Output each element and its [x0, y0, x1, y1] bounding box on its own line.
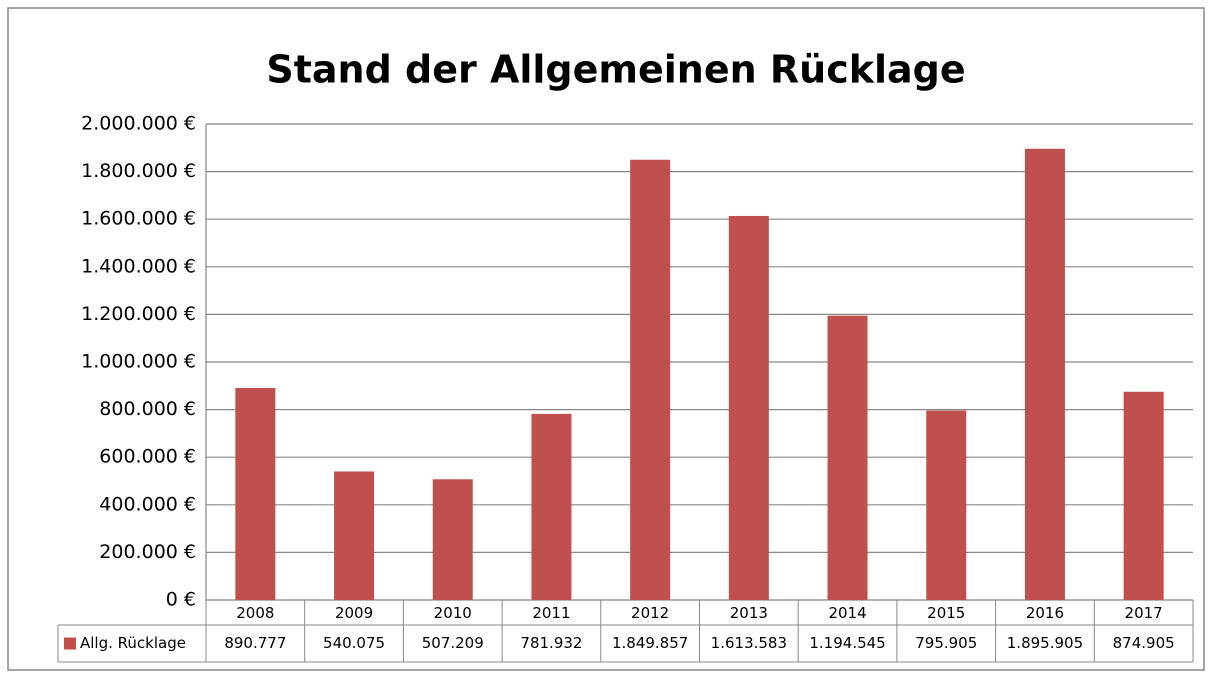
bar	[235, 387, 276, 600]
value-label: 795.905	[915, 634, 977, 652]
x-tick-label: 2013	[730, 604, 768, 622]
bar	[926, 410, 967, 600]
y-tick-label: 800.000 €	[99, 398, 196, 420]
legend-key	[64, 637, 76, 650]
y-tick-label: 1.600.000 €	[81, 208, 196, 230]
value-label: 1.849.857	[612, 634, 688, 652]
y-tick-label: 400.000 €	[99, 493, 196, 515]
value-label: 890.777	[224, 634, 286, 652]
value-label: 507.209	[422, 634, 484, 652]
y-tick-label: 1.200.000 €	[81, 303, 196, 325]
x-tick-label: 2014	[828, 604, 866, 622]
y-tick-label: 200.000 €	[99, 541, 196, 563]
bar	[1024, 148, 1065, 601]
value-label: 781.932	[520, 634, 582, 652]
bar	[1123, 391, 1164, 600]
y-tick-label: 1.400.000 €	[81, 255, 196, 277]
value-label: 540.075	[323, 634, 385, 652]
bar	[630, 159, 671, 600]
x-tick-label: 2008	[236, 604, 274, 622]
y-tick-label: 1.000.000 €	[81, 351, 196, 373]
y-tick-label: 0 €	[166, 589, 196, 611]
x-tick-label: 2010	[434, 604, 472, 622]
y-tick-label: 1.800.000 €	[81, 160, 196, 182]
value-label: 1.194.545	[809, 634, 885, 652]
x-tick-label: 2016	[1026, 604, 1064, 622]
bar	[432, 479, 473, 600]
bar	[827, 315, 868, 600]
x-tick-label: 2011	[532, 604, 570, 622]
chart-title: Stand der Allgemeinen Rücklage	[266, 48, 965, 92]
bar	[531, 413, 572, 600]
y-tick-label: 600.000 €	[99, 446, 196, 468]
x-tick-label: 2012	[631, 604, 669, 622]
legend-label: Allg. Rücklage	[80, 634, 186, 652]
chart-border	[7, 7, 1205, 671]
value-label: 874.905	[1113, 634, 1175, 652]
value-label: 1.895.905	[1007, 634, 1083, 652]
value-label: 1.613.583	[711, 634, 787, 652]
x-tick-label: 2009	[335, 604, 373, 622]
y-tick-label: 2.000.000 €	[81, 113, 196, 135]
x-tick-label: 2017	[1125, 604, 1163, 622]
bar	[334, 471, 375, 600]
bar	[728, 215, 769, 601]
x-tick-label: 2015	[927, 604, 965, 622]
